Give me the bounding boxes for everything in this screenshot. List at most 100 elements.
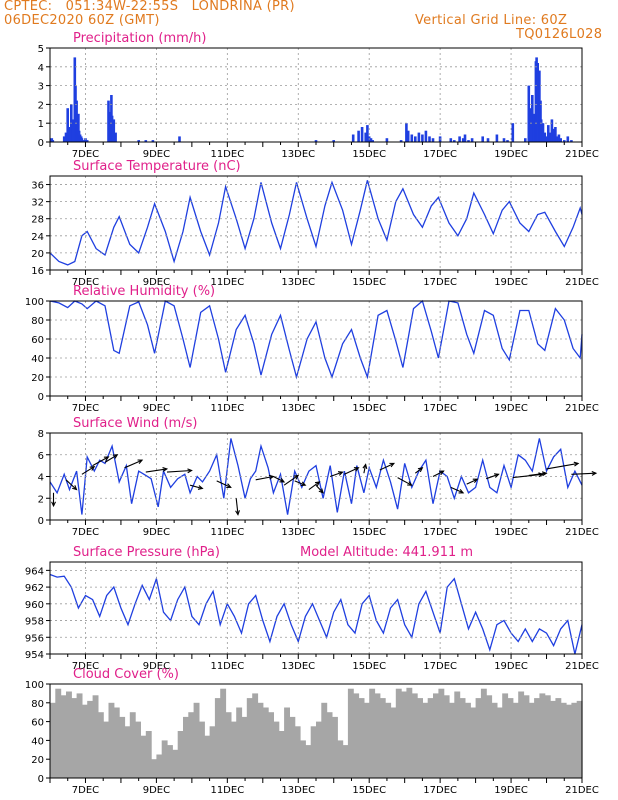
bar: [543, 132, 547, 142]
wind-arrow-head: [103, 456, 110, 461]
bar: [137, 140, 140, 142]
bar: [108, 702, 115, 778]
station-info: CPTEC: 051:34W-22:55S LONDRINA (PR): [4, 0, 295, 14]
y-tick-label: 954: [25, 650, 44, 661]
x-tick-label: 17DEC: [423, 785, 457, 796]
bar: [112, 119, 116, 142]
panel-title: Surface Wind (m/s): [73, 416, 197, 431]
wind-arrow: [81, 466, 95, 475]
bar: [62, 136, 66, 142]
bar: [385, 138, 389, 142]
bar: [539, 693, 546, 778]
bar: [364, 132, 367, 142]
x-tick-label: 7DEC: [72, 403, 99, 414]
wind-arrow: [512, 473, 543, 479]
wind-arrow: [528, 472, 547, 476]
bar: [107, 100, 110, 142]
bar: [559, 138, 562, 142]
wind-arrow: [308, 481, 320, 491]
wind-arrow: [315, 484, 324, 494]
x-tick-label: 17DEC: [423, 277, 457, 288]
bar: [177, 731, 184, 778]
x-tick-label: 21DEC: [565, 149, 599, 160]
bar: [449, 702, 455, 778]
bar: [496, 707, 503, 778]
wind-arrow-head: [591, 470, 598, 476]
x-tick-label: 21DEC: [565, 527, 599, 538]
x-tick-label: 17DEC: [423, 403, 457, 414]
wind-arrow-head: [472, 478, 479, 484]
bar: [135, 721, 141, 778]
x-tick-label: 9DEC: [143, 661, 170, 672]
bar: [316, 721, 322, 778]
x-tick-label: 9DEC: [143, 785, 170, 796]
x-tick-label: 19DEC: [494, 785, 528, 796]
bar: [379, 698, 386, 778]
y-tick-label: 20: [31, 373, 44, 384]
wind-arrow: [235, 498, 239, 515]
wind-arrow-head: [573, 461, 580, 467]
x-tick-label: 19DEC: [494, 149, 528, 160]
bar: [363, 702, 370, 778]
x-tick-label: 9DEC: [143, 277, 170, 288]
x-tick-label: 9DEC: [143, 403, 170, 414]
x-tick-label: 19DEC: [494, 527, 528, 538]
wind-arrow-head: [268, 474, 275, 480]
wind-arrow-head: [162, 467, 169, 472]
y-tick-label: 100: [25, 297, 44, 308]
bar: [411, 693, 418, 778]
y-tick-label: 962: [25, 583, 44, 594]
plot-frame: [49, 561, 583, 655]
bar: [459, 698, 466, 778]
y-tick-label: 4: [38, 473, 44, 484]
bar: [433, 693, 439, 778]
y-tick-label: 0: [38, 516, 44, 527]
bar: [357, 130, 360, 142]
bar: [532, 113, 536, 142]
wind-arrow-head: [389, 462, 396, 468]
bar: [531, 95, 534, 142]
x-tick-label: 9DEC: [143, 527, 170, 538]
y-tick-label: 956: [25, 633, 44, 644]
bar: [576, 700, 583, 778]
bar: [140, 735, 147, 778]
bar: [114, 132, 117, 142]
y-tick-label: 80: [31, 316, 44, 327]
y-tick-label: 16: [31, 266, 44, 277]
bar: [337, 740, 344, 778]
x-tick-label: 15DEC: [352, 785, 386, 796]
y-tick-label: 960: [25, 600, 44, 611]
wind-arrow-head: [300, 481, 307, 487]
bar: [449, 138, 453, 142]
wind-arrow: [124, 459, 143, 469]
bar: [300, 740, 306, 778]
wind-arrow: [166, 469, 192, 473]
bar: [544, 695, 551, 778]
bar: [453, 140, 456, 142]
panel-title: Surface Pressure (hPa): [73, 545, 220, 560]
bar: [523, 695, 530, 778]
x-tick-label: 11DEC: [210, 785, 244, 796]
bar: [156, 754, 163, 778]
bar: [566, 704, 572, 778]
wind-arrow-head: [89, 466, 96, 471]
bar: [71, 119, 75, 142]
wind-arrow-head: [353, 467, 360, 472]
bar: [421, 134, 424, 142]
bar: [188, 712, 195, 778]
bar: [428, 136, 431, 142]
x-tick-label: 15DEC: [352, 277, 386, 288]
bar: [366, 125, 369, 142]
bar: [246, 698, 253, 778]
panel-title: Surface Temperature (nC): [73, 159, 241, 174]
wind-arrow: [379, 463, 395, 471]
bar: [64, 132, 68, 142]
series-line: [49, 299, 583, 380]
bar: [405, 123, 408, 142]
bar: [422, 702, 429, 778]
wind-arrow-head: [235, 510, 240, 516]
y-tick-label: 20: [31, 755, 44, 766]
x-tick-label: 7DEC: [72, 785, 99, 796]
bar: [81, 704, 88, 778]
bar: [399, 140, 403, 142]
